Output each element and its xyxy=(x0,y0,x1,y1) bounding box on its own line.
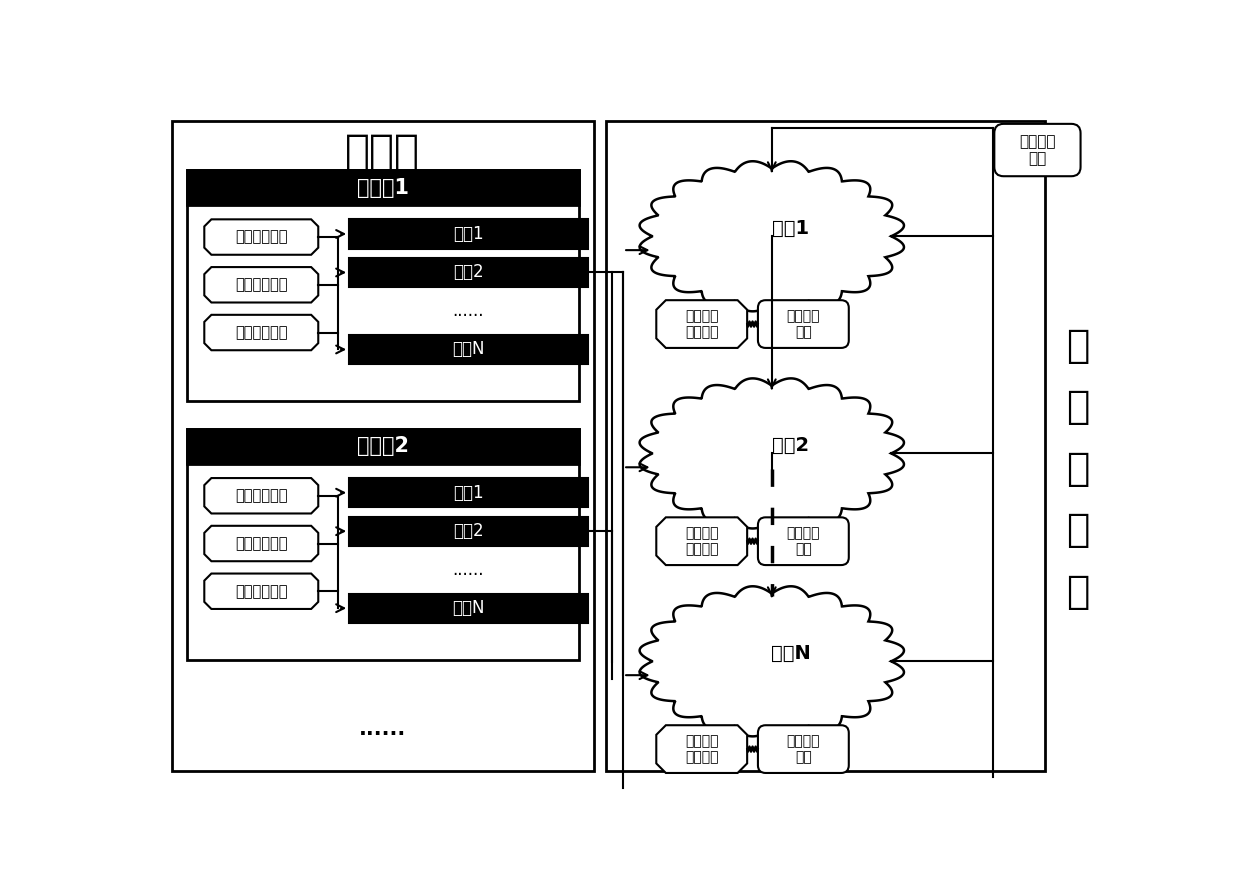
Text: 区: 区 xyxy=(1066,327,1090,364)
Polygon shape xyxy=(205,526,319,561)
Text: 客户端1: 客户端1 xyxy=(357,178,409,198)
Text: 账户2: 账户2 xyxy=(453,522,484,540)
Polygon shape xyxy=(656,300,748,347)
Polygon shape xyxy=(640,586,904,736)
FancyBboxPatch shape xyxy=(187,429,579,659)
FancyBboxPatch shape xyxy=(187,429,579,464)
Polygon shape xyxy=(205,219,319,255)
Text: 数据服务
模块: 数据服务 模块 xyxy=(786,734,820,764)
FancyBboxPatch shape xyxy=(758,300,849,347)
FancyBboxPatch shape xyxy=(758,725,849,773)
FancyBboxPatch shape xyxy=(606,121,1045,772)
Text: 账户管理模块: 账户管理模块 xyxy=(236,488,288,503)
Text: 块: 块 xyxy=(1066,388,1090,426)
FancyBboxPatch shape xyxy=(187,170,579,206)
Text: 子网事务
处理模块: 子网事务 处理模块 xyxy=(684,734,718,764)
Text: 数据服务
模块: 数据服务 模块 xyxy=(786,526,820,556)
Text: 子网2: 子网2 xyxy=(773,437,810,455)
FancyBboxPatch shape xyxy=(350,219,588,249)
FancyBboxPatch shape xyxy=(350,335,588,364)
Text: 网络分区
模块: 网络分区 模块 xyxy=(1019,134,1055,167)
Polygon shape xyxy=(656,725,748,773)
Text: 子网事务
处理模块: 子网事务 处理模块 xyxy=(684,526,718,556)
Polygon shape xyxy=(640,379,904,528)
Text: 平: 平 xyxy=(1066,511,1090,550)
Text: ......: ...... xyxy=(453,302,484,320)
Polygon shape xyxy=(205,315,319,350)
Text: 子网1: 子网1 xyxy=(773,219,810,238)
FancyBboxPatch shape xyxy=(994,124,1080,176)
FancyBboxPatch shape xyxy=(350,593,588,623)
FancyBboxPatch shape xyxy=(350,257,588,287)
Text: 账户2: 账户2 xyxy=(453,264,484,282)
Text: 事务处理模块: 事务处理模块 xyxy=(236,277,288,292)
FancyBboxPatch shape xyxy=(187,170,579,401)
FancyBboxPatch shape xyxy=(172,121,594,772)
Polygon shape xyxy=(205,574,319,609)
Text: 账户N: 账户N xyxy=(453,340,485,358)
Polygon shape xyxy=(205,478,319,513)
Text: 客户端: 客户端 xyxy=(346,131,420,173)
Text: 负载均衡模块: 负载均衡模块 xyxy=(236,325,288,340)
FancyBboxPatch shape xyxy=(350,517,588,546)
Text: 账户管理模块: 账户管理模块 xyxy=(236,230,288,244)
Text: 负载均衡模块: 负载均衡模块 xyxy=(236,584,288,599)
Text: 客户端2: 客户端2 xyxy=(357,437,409,456)
Text: 子网事务
处理模块: 子网事务 处理模块 xyxy=(684,309,718,339)
Text: 事务处理模块: 事务处理模块 xyxy=(236,536,288,551)
Polygon shape xyxy=(205,267,319,303)
FancyBboxPatch shape xyxy=(758,518,849,565)
Polygon shape xyxy=(640,161,904,311)
FancyBboxPatch shape xyxy=(350,478,588,507)
Text: 数据服务
模块: 数据服务 模块 xyxy=(786,309,820,339)
Text: 链: 链 xyxy=(1066,450,1090,487)
Text: 台: 台 xyxy=(1066,573,1090,611)
Text: ......: ...... xyxy=(453,560,484,578)
Text: 账户1: 账户1 xyxy=(453,225,484,243)
Polygon shape xyxy=(656,518,748,565)
Text: 账户N: 账户N xyxy=(453,599,485,617)
Text: 账户1: 账户1 xyxy=(453,484,484,502)
Text: ......: ...... xyxy=(360,719,407,739)
Text: 子网N: 子网N xyxy=(771,644,811,663)
